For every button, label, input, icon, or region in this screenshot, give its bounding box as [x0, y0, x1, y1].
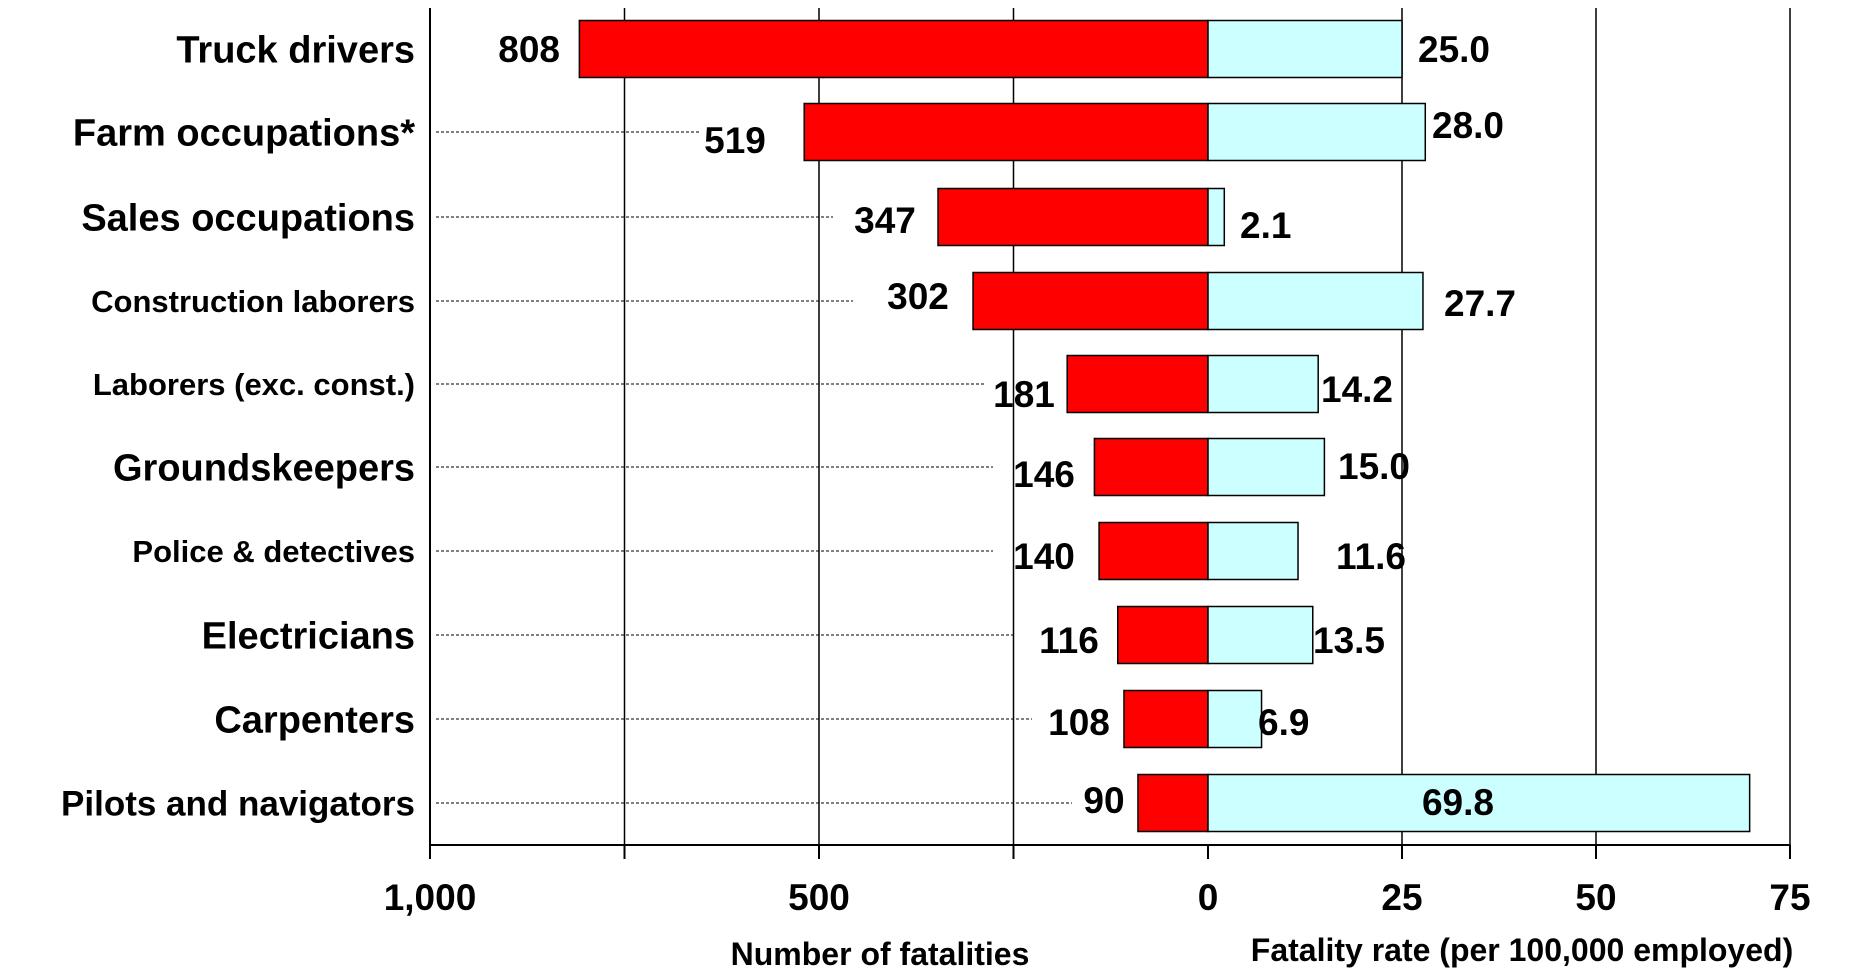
fatalities-value-label: 90 — [1083, 780, 1124, 821]
fatalities-value-label: 181 — [993, 374, 1055, 415]
category-label: Laborers (exc. const.) — [93, 367, 415, 402]
category-label: Groundskeepers — [113, 448, 415, 490]
rate-bar — [1207, 521, 1299, 581]
rate-bar — [1207, 102, 1427, 162]
rate-bar — [1207, 689, 1263, 749]
tick-label-left-0: 0 — [1198, 877, 1219, 918]
rate-value-label: 14.2 — [1321, 369, 1393, 410]
fatalities-bar — [937, 187, 1209, 247]
category-label: Construction laborers — [91, 284, 415, 319]
fatalities-value-label: 302 — [887, 276, 949, 317]
category-label: Truck drivers — [176, 30, 415, 72]
category-label: Farm occupations* — [73, 113, 415, 155]
rate-value-label: 2.1 — [1240, 205, 1291, 246]
tick-label-right-75: 75 — [1769, 877, 1810, 918]
rate-value-label: 25.0 — [1418, 29, 1490, 70]
fatalities-bar — [578, 19, 1209, 79]
right-axis-title: Fatality rate (per 100,000 employed) — [1251, 932, 1793, 968]
bars — [578, 19, 1751, 833]
rate-value-label: 6.9 — [1258, 702, 1309, 743]
category-label: Carpenters — [214, 700, 415, 742]
rate-bar — [1207, 19, 1403, 79]
fatalities-bar — [803, 102, 1209, 162]
rate-value-label: 27.7 — [1444, 283, 1516, 324]
labels: Truck drivers 808 25.0 Farm occupations* 519… — [61, 29, 1516, 824]
rate-value-label: 13.5 — [1313, 620, 1385, 661]
fatalities-bar — [1093, 437, 1209, 497]
rate-value-label: 11.6 — [1336, 536, 1406, 577]
fatalities-bar — [972, 271, 1209, 331]
category-label: Electricians — [202, 616, 415, 658]
category-label: Pilots and navigators — [61, 785, 415, 824]
axes: 1,000 500 0 25 50 75 — [384, 8, 1811, 918]
rate-bar — [1207, 354, 1319, 414]
rate-value-label: 28.0 — [1432, 105, 1504, 146]
rate-bar — [1207, 773, 1751, 833]
fatalities-value-label: 108 — [1048, 702, 1110, 743]
fatalities-value-label: 146 — [1013, 454, 1075, 495]
fatalities-bar — [1137, 773, 1209, 833]
rate-bar — [1207, 271, 1424, 331]
tick-label-left-1000: 1,000 — [384, 877, 477, 918]
fatalities-bar — [1098, 521, 1209, 581]
fatalities-bar — [1066, 354, 1209, 414]
tick-label-left-500: 500 — [788, 877, 850, 918]
fatalities-value-label: 116 — [1039, 620, 1099, 661]
left-axis-title: Number of fatalities — [731, 936, 1030, 972]
rate-bar — [1207, 437, 1326, 497]
rate-bar — [1207, 605, 1314, 665]
rate-value-label: 15.0 — [1338, 446, 1410, 487]
rate-bar — [1207, 187, 1226, 247]
leader-lines — [436, 131, 1072, 804]
category-label: Sales occupations — [81, 198, 415, 240]
fatalities-value-label: 519 — [704, 120, 766, 161]
rate-value-label: 69.8 — [1422, 782, 1494, 823]
fatalities-value-label: 347 — [854, 200, 916, 241]
fatalities-bar — [1117, 605, 1209, 665]
fatalities-value-label: 808 — [498, 29, 560, 70]
fatalities-value-label: 140 — [1013, 536, 1075, 577]
category-label: Police & detectives — [132, 534, 415, 569]
fatalities-bar — [1123, 689, 1209, 749]
tick-label-right-50: 50 — [1575, 877, 1616, 918]
tick-label-right-25: 25 — [1381, 877, 1422, 918]
